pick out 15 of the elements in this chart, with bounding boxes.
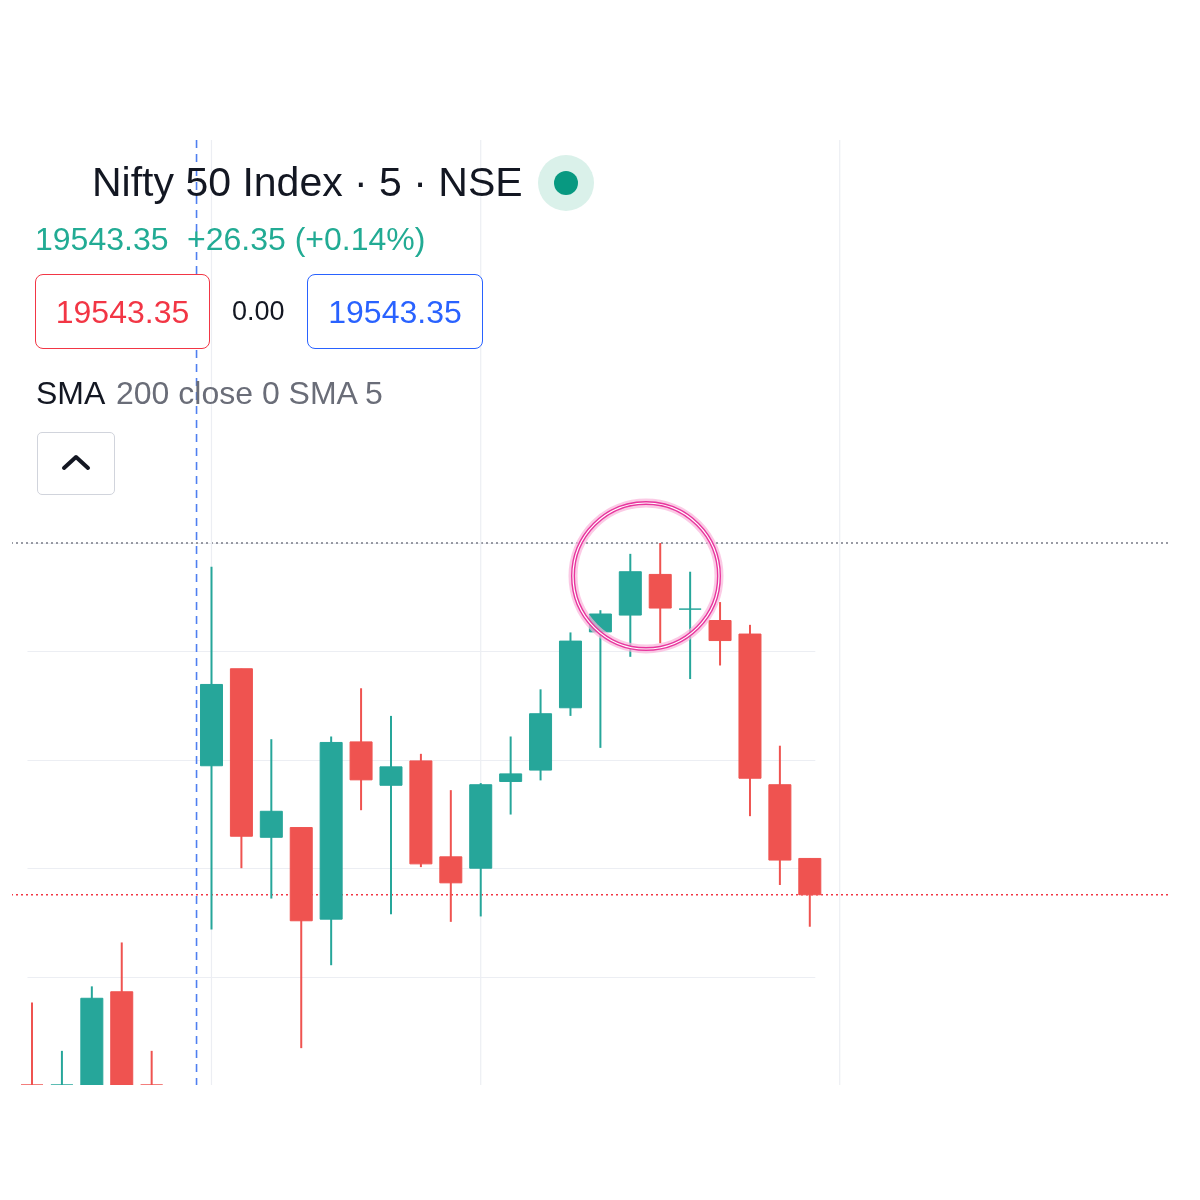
text: 200 close 0 SMA 5 [116,375,383,411]
chart-title: Nifty 50 Index · 5 · NSE [92,159,523,205]
text: SMA [36,375,106,411]
text: +26.35 (+0.14%) [187,221,426,257]
candlestick [50,1049,74,1085]
candlestick [20,1001,44,1085]
candlestick [499,735,523,816]
candlestick [140,1049,164,1085]
text: 19543.35 [35,221,169,257]
candlestick [678,570,702,681]
text: 0.00 [232,296,285,326]
price-box: 19543.35 [35,274,210,349]
candlestick [708,601,732,667]
candlestick [379,714,403,916]
price-box: 19543.35 [307,274,483,349]
